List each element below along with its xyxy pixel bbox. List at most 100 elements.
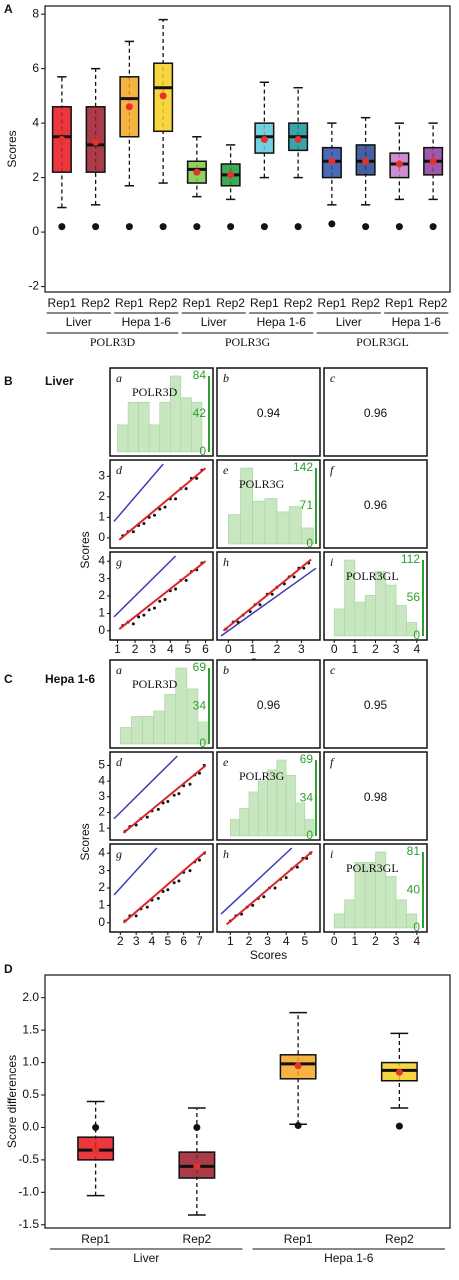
mean-dot — [92, 1146, 100, 1154]
variable-name: POLR3G — [239, 477, 285, 491]
x-tick-label: 0 — [331, 642, 338, 656]
x-tick-label: 4 — [283, 934, 290, 948]
x-tick-label: 7 — [196, 934, 203, 948]
scatter-point — [262, 895, 266, 899]
cell-frame — [323, 659, 428, 749]
scatter-point — [145, 815, 149, 819]
y-tick-label: 2 — [98, 880, 105, 894]
x-tick-label: 3 — [393, 934, 400, 948]
hist-bar — [117, 424, 129, 453]
mean-dot — [58, 135, 66, 143]
panel-letter: C — [4, 672, 13, 686]
scatter-point — [158, 507, 162, 511]
plot-frame — [44, 5, 451, 293]
y-tick-label: 2 — [98, 588, 105, 602]
y-tick-label: 4 — [98, 845, 105, 859]
count-tick-label: 69 — [300, 752, 314, 766]
rep-label: Rep2 — [183, 1232, 212, 1246]
cell-letter: c — [330, 663, 336, 677]
variable-name: POLR3D — [132, 385, 178, 399]
mean-dot — [92, 138, 100, 146]
fit-line — [118, 467, 207, 541]
hist-bar — [252, 500, 266, 545]
fit-line — [122, 764, 207, 834]
scatter-point — [184, 578, 188, 582]
y-tick-label: 3 — [98, 863, 105, 877]
hist-bar — [385, 876, 397, 929]
rep-label: Rep1 — [318, 296, 347, 310]
gene-label: POLR3D — [90, 335, 136, 349]
cell-label: Liver — [133, 1251, 159, 1265]
x-tick-label: 5 — [164, 934, 171, 948]
hist-bar — [230, 819, 240, 837]
hist-bar — [142, 716, 154, 745]
panel-letter: A — [4, 2, 13, 16]
background-mean-dot — [294, 1122, 302, 1130]
x-tick-label: 3 — [264, 934, 271, 948]
x-tick-label: 2 — [372, 642, 379, 656]
x-tick-label: 1 — [352, 934, 359, 948]
scatter-point — [134, 914, 138, 918]
cell-letter: d — [116, 755, 123, 769]
scatter-point — [131, 530, 135, 534]
cell-letter: e — [223, 463, 229, 477]
mean-dot — [362, 157, 370, 165]
hist-bar — [333, 913, 345, 929]
scatter-point — [161, 889, 165, 893]
rep-label: Rep2 — [351, 296, 380, 310]
variable-name: POLR3G — [239, 769, 285, 783]
scatter-point — [295, 865, 299, 869]
variable-name: POLR3GL — [346, 569, 399, 583]
scatter-point — [156, 807, 160, 811]
panel-title: Liver — [45, 374, 74, 388]
scatter-point — [198, 858, 201, 862]
count-tick-label: 112 — [401, 552, 420, 566]
background-mean-dot — [193, 1123, 201, 1131]
cell-label: Hepa 1-6 — [257, 315, 307, 329]
rep-label: Rep1 — [284, 1232, 313, 1246]
scatter-point — [174, 587, 178, 591]
x-tick-label: 5 — [185, 642, 192, 656]
rep-label: Rep1 — [48, 296, 77, 310]
x-tick-label: 4 — [413, 934, 420, 948]
cell-letter: c — [330, 371, 336, 385]
background-mean-dot — [92, 1123, 100, 1131]
scatter-point — [284, 876, 288, 880]
cell-letter: b — [223, 371, 229, 385]
hist-bar — [127, 401, 139, 453]
count-tick-label: 0 — [306, 828, 313, 842]
x-tick-label: 5 — [301, 934, 308, 948]
hist-bar — [285, 775, 296, 837]
cell-letter: g — [116, 847, 122, 861]
y-tick-label: 0 — [98, 530, 105, 544]
cell-label: Hepa 1-6 — [392, 315, 442, 329]
rep-label: Rep2 — [284, 296, 313, 310]
rep-label: Rep2 — [419, 296, 448, 310]
count-tick-label: 42 — [193, 406, 207, 420]
y-tick-label: 2.0 — [22, 990, 39, 1004]
x-tick-label: 3 — [149, 642, 156, 656]
fit-line — [225, 850, 313, 926]
y-tick-label: 2 — [32, 170, 39, 184]
scatter-point — [152, 606, 156, 610]
count-tick-label: 0 — [199, 736, 206, 750]
scatter-point — [166, 799, 170, 803]
x-tick-label: 2 — [274, 642, 281, 656]
cell-label: Liver — [201, 315, 227, 329]
y-tick-label: 0.0 — [22, 1120, 39, 1134]
mean-dot — [193, 168, 201, 176]
y-tick-label: 0 — [32, 224, 39, 238]
rep-label: Rep1 — [250, 296, 279, 310]
mean-dot — [294, 135, 302, 143]
identity-line — [220, 847, 293, 915]
background-mean-dot — [227, 223, 235, 231]
panel-letter: D — [4, 962, 13, 976]
x-tick-label: 1 — [352, 642, 359, 656]
hist-bar — [276, 511, 290, 545]
cell-letter: i — [330, 555, 333, 569]
cell-label: Liver — [336, 315, 362, 329]
scatter-point — [248, 610, 252, 614]
scatter-point — [177, 879, 181, 883]
hist-bar — [264, 498, 278, 545]
